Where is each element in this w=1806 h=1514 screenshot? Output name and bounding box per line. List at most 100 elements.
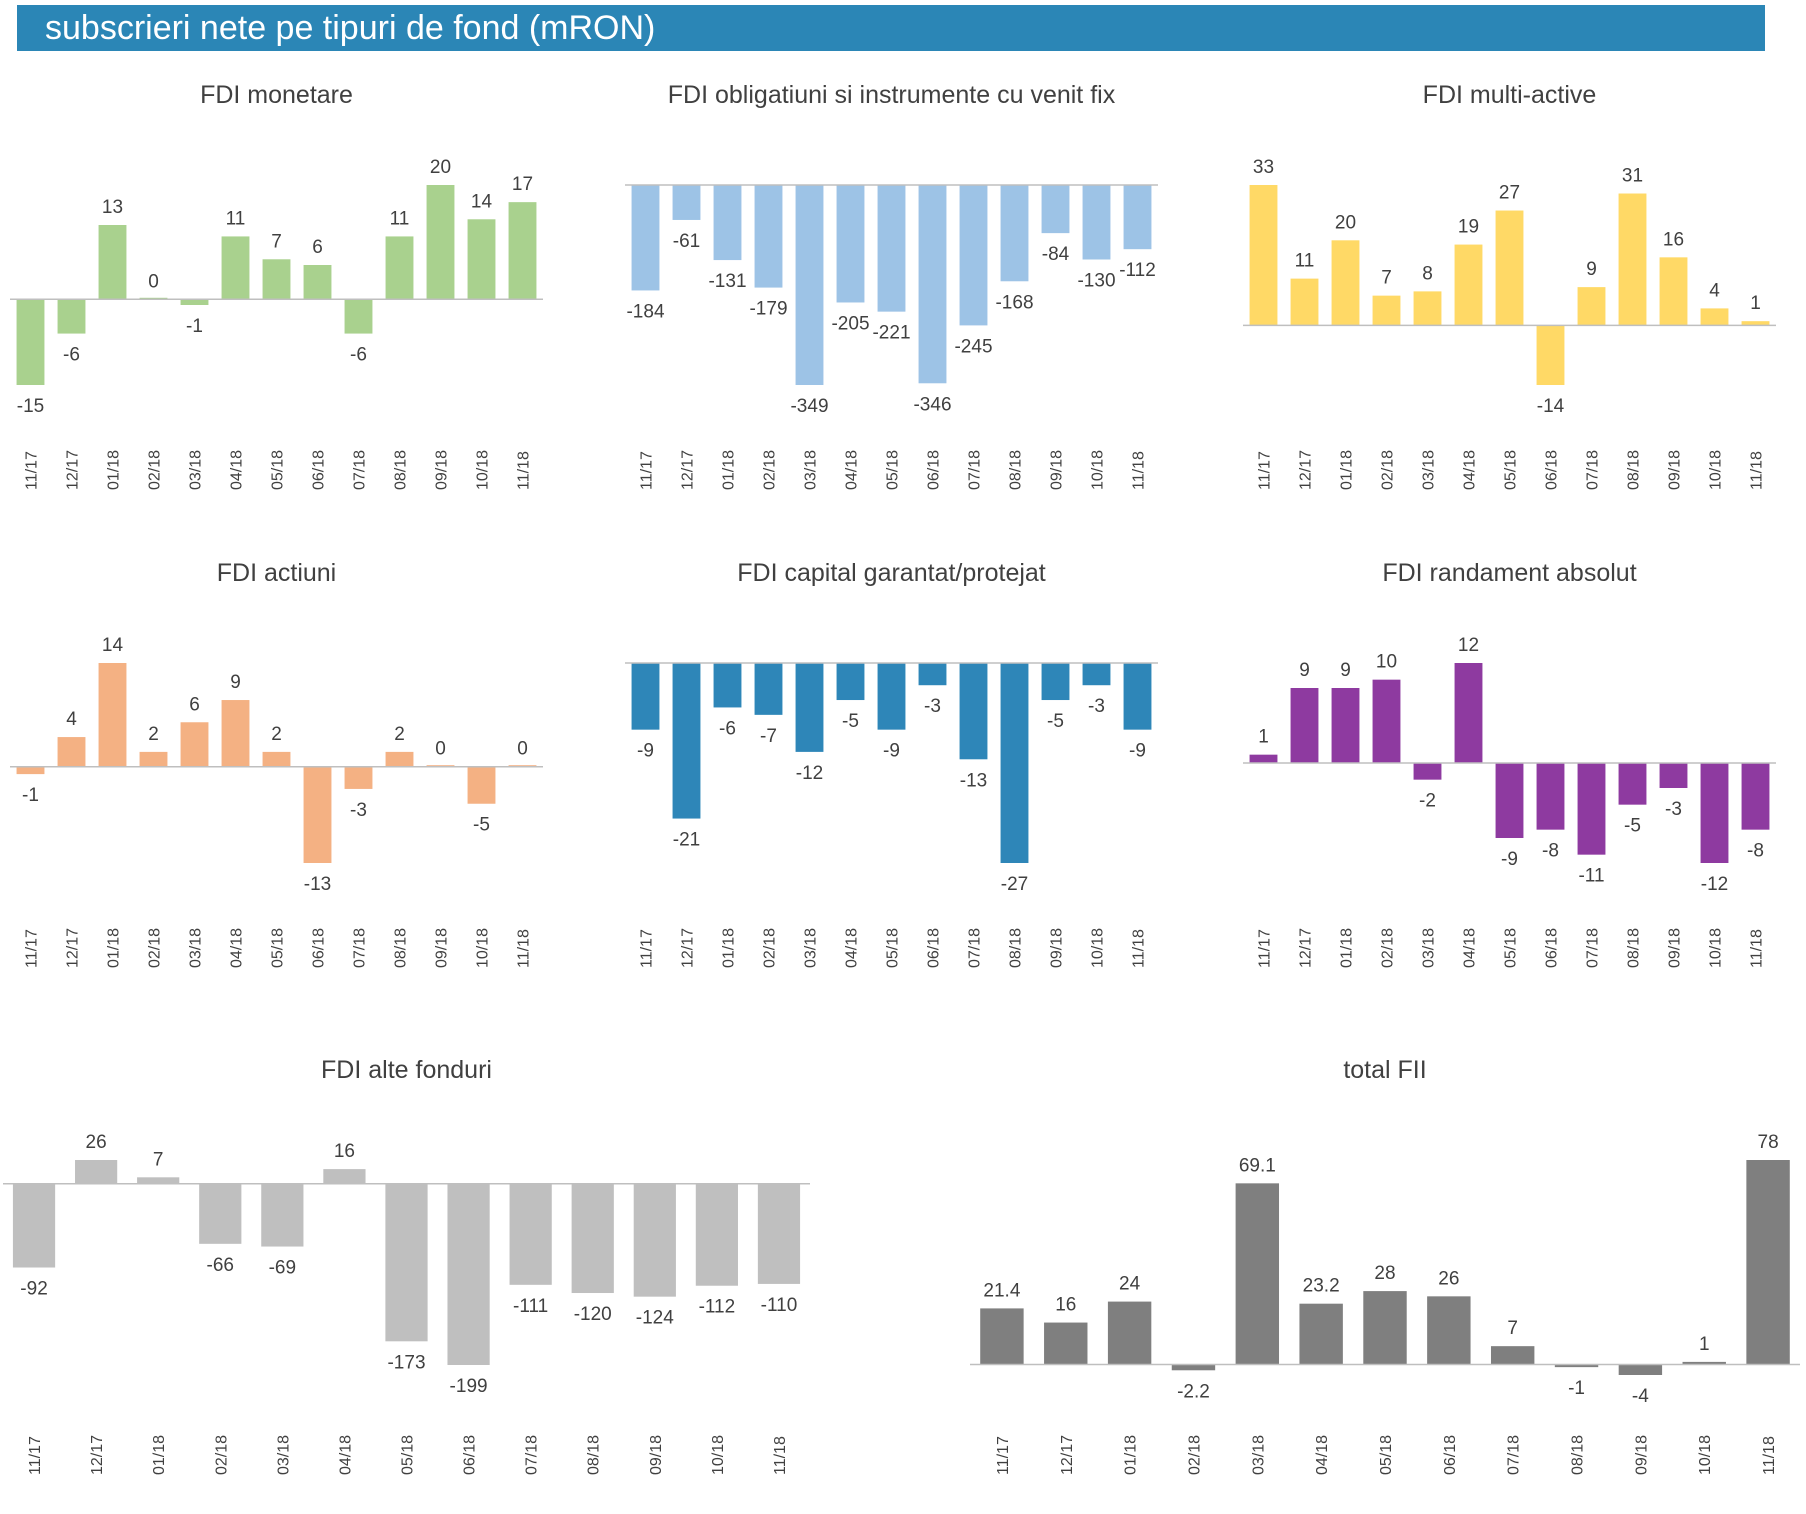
bar xyxy=(959,663,988,760)
bar xyxy=(221,700,250,767)
category-label: 06/18 xyxy=(926,450,943,490)
category-label: 11/17 xyxy=(1257,929,1274,968)
bar xyxy=(323,1169,366,1184)
category-label: 11/17 xyxy=(639,929,656,968)
data-label: 7 xyxy=(1381,268,1392,289)
data-label: -13 xyxy=(304,874,331,895)
data-label: -124 xyxy=(636,1308,674,1329)
category-label: 06/18 xyxy=(462,1435,479,1475)
bar xyxy=(1123,663,1152,730)
data-label: -110 xyxy=(761,1295,798,1316)
data-label: 11 xyxy=(1295,251,1315,272)
bar xyxy=(631,663,660,730)
data-label: -1 xyxy=(186,316,203,337)
bar xyxy=(16,299,45,385)
bar xyxy=(12,1183,56,1268)
category-label: 12/17 xyxy=(680,450,697,490)
category-label: 08/18 xyxy=(586,1435,603,1475)
data-label: 19 xyxy=(1458,217,1479,238)
bar xyxy=(467,766,496,804)
chart-svg: FDI multi-active 33 11 20 7 8 19 27 -14 9 31 16 4 1 11… xyxy=(1243,81,1776,490)
data-label: -168 xyxy=(995,292,1033,313)
category-label: 07/18 xyxy=(524,1435,541,1475)
data-label: 6 xyxy=(312,237,323,258)
bar xyxy=(1659,763,1688,788)
bar xyxy=(1659,257,1688,326)
bar xyxy=(1235,1183,1280,1365)
category-label: 09/18 xyxy=(1667,450,1684,490)
category-label: 11/17 xyxy=(24,929,41,968)
data-label: -112 xyxy=(699,1297,736,1318)
bar xyxy=(695,1183,738,1286)
category-label: 02/18 xyxy=(147,450,164,490)
data-label: -221 xyxy=(872,323,910,344)
category-label: 10/18 xyxy=(475,928,492,968)
bar xyxy=(631,185,660,291)
category-label: 12/17 xyxy=(65,928,82,968)
bar xyxy=(261,1183,304,1247)
bar xyxy=(385,1183,428,1342)
data-label: 2 xyxy=(394,724,405,745)
bar xyxy=(139,751,168,767)
bar xyxy=(75,1160,118,1184)
data-label: -84 xyxy=(1042,244,1070,265)
data-label: -184 xyxy=(626,301,664,322)
bar xyxy=(1331,240,1360,326)
bar xyxy=(1741,321,1770,326)
category-label: 04/18 xyxy=(1462,450,1479,490)
chart-fdi-alte-fonduri: FDI alte fonduri -92 26 7 -66 -69 16 -173 -199 -1… xyxy=(0,1045,820,1505)
data-label: 27 xyxy=(1499,183,1520,204)
chart-fdi-capital-garantat: FDI capital garantat/protejat -9 -21 -6 -7 -1… xyxy=(615,548,1175,988)
category-label: 11/17 xyxy=(995,1436,1012,1475)
bar xyxy=(980,1308,1024,1365)
bar xyxy=(1700,763,1729,863)
chart-fdi-obligatiuni: FDI obligatiuni si instrumente cu venit … xyxy=(615,70,1175,510)
data-label: 16 xyxy=(334,1141,355,1162)
data-label: 9 xyxy=(230,672,241,693)
data-label: -66 xyxy=(207,1255,234,1276)
category-label: 05/18 xyxy=(1503,450,1520,490)
bar xyxy=(1413,291,1442,326)
bar xyxy=(1536,325,1565,385)
category-label: 02/18 xyxy=(762,450,779,490)
category-label: 03/18 xyxy=(803,928,820,968)
category-label: 03/18 xyxy=(188,928,205,968)
category-label: 05/18 xyxy=(885,928,902,968)
data-label: 6 xyxy=(189,694,200,715)
bar xyxy=(303,265,332,300)
category-label: 01/18 xyxy=(1339,928,1356,968)
category-label: 01/18 xyxy=(721,450,738,490)
data-label: 1 xyxy=(1750,293,1761,314)
category-label: 12/17 xyxy=(680,928,697,968)
bar xyxy=(713,185,742,261)
category-label: 08/18 xyxy=(1626,928,1643,968)
bar xyxy=(1041,663,1070,701)
category-label: 01/18 xyxy=(151,1435,168,1475)
header-banner: subscrieri nete pe tipuri de fond (mRON) xyxy=(17,5,1765,51)
data-label: -69 xyxy=(269,1258,296,1279)
data-label: 9 xyxy=(1586,259,1597,280)
category-label: 07/18 xyxy=(1585,450,1602,490)
data-label: 9 xyxy=(1340,660,1351,681)
data-label: -61 xyxy=(673,231,700,252)
data-label: 20 xyxy=(430,157,451,178)
data-label: -1 xyxy=(22,785,39,806)
data-label: 1 xyxy=(1699,1334,1710,1355)
data-label: -21 xyxy=(673,830,700,851)
data-label: -12 xyxy=(1701,874,1728,895)
category-label: 09/18 xyxy=(1049,928,1066,968)
bar xyxy=(57,737,86,767)
bar xyxy=(757,1183,801,1284)
data-label: 12 xyxy=(1458,635,1479,656)
data-label: -1 xyxy=(1568,1378,1585,1399)
bar xyxy=(344,766,373,789)
category-label: 12/17 xyxy=(1298,928,1315,968)
category-label: 04/18 xyxy=(844,450,861,490)
data-label: -5 xyxy=(473,815,490,836)
bar xyxy=(344,299,373,334)
chart-title: FDI obligatiuni si instrumente cu venit … xyxy=(668,81,1116,109)
category-label: 08/18 xyxy=(1008,450,1025,490)
data-label: -12 xyxy=(796,763,823,784)
data-label: -13 xyxy=(960,770,987,791)
bar xyxy=(1554,1364,1599,1368)
